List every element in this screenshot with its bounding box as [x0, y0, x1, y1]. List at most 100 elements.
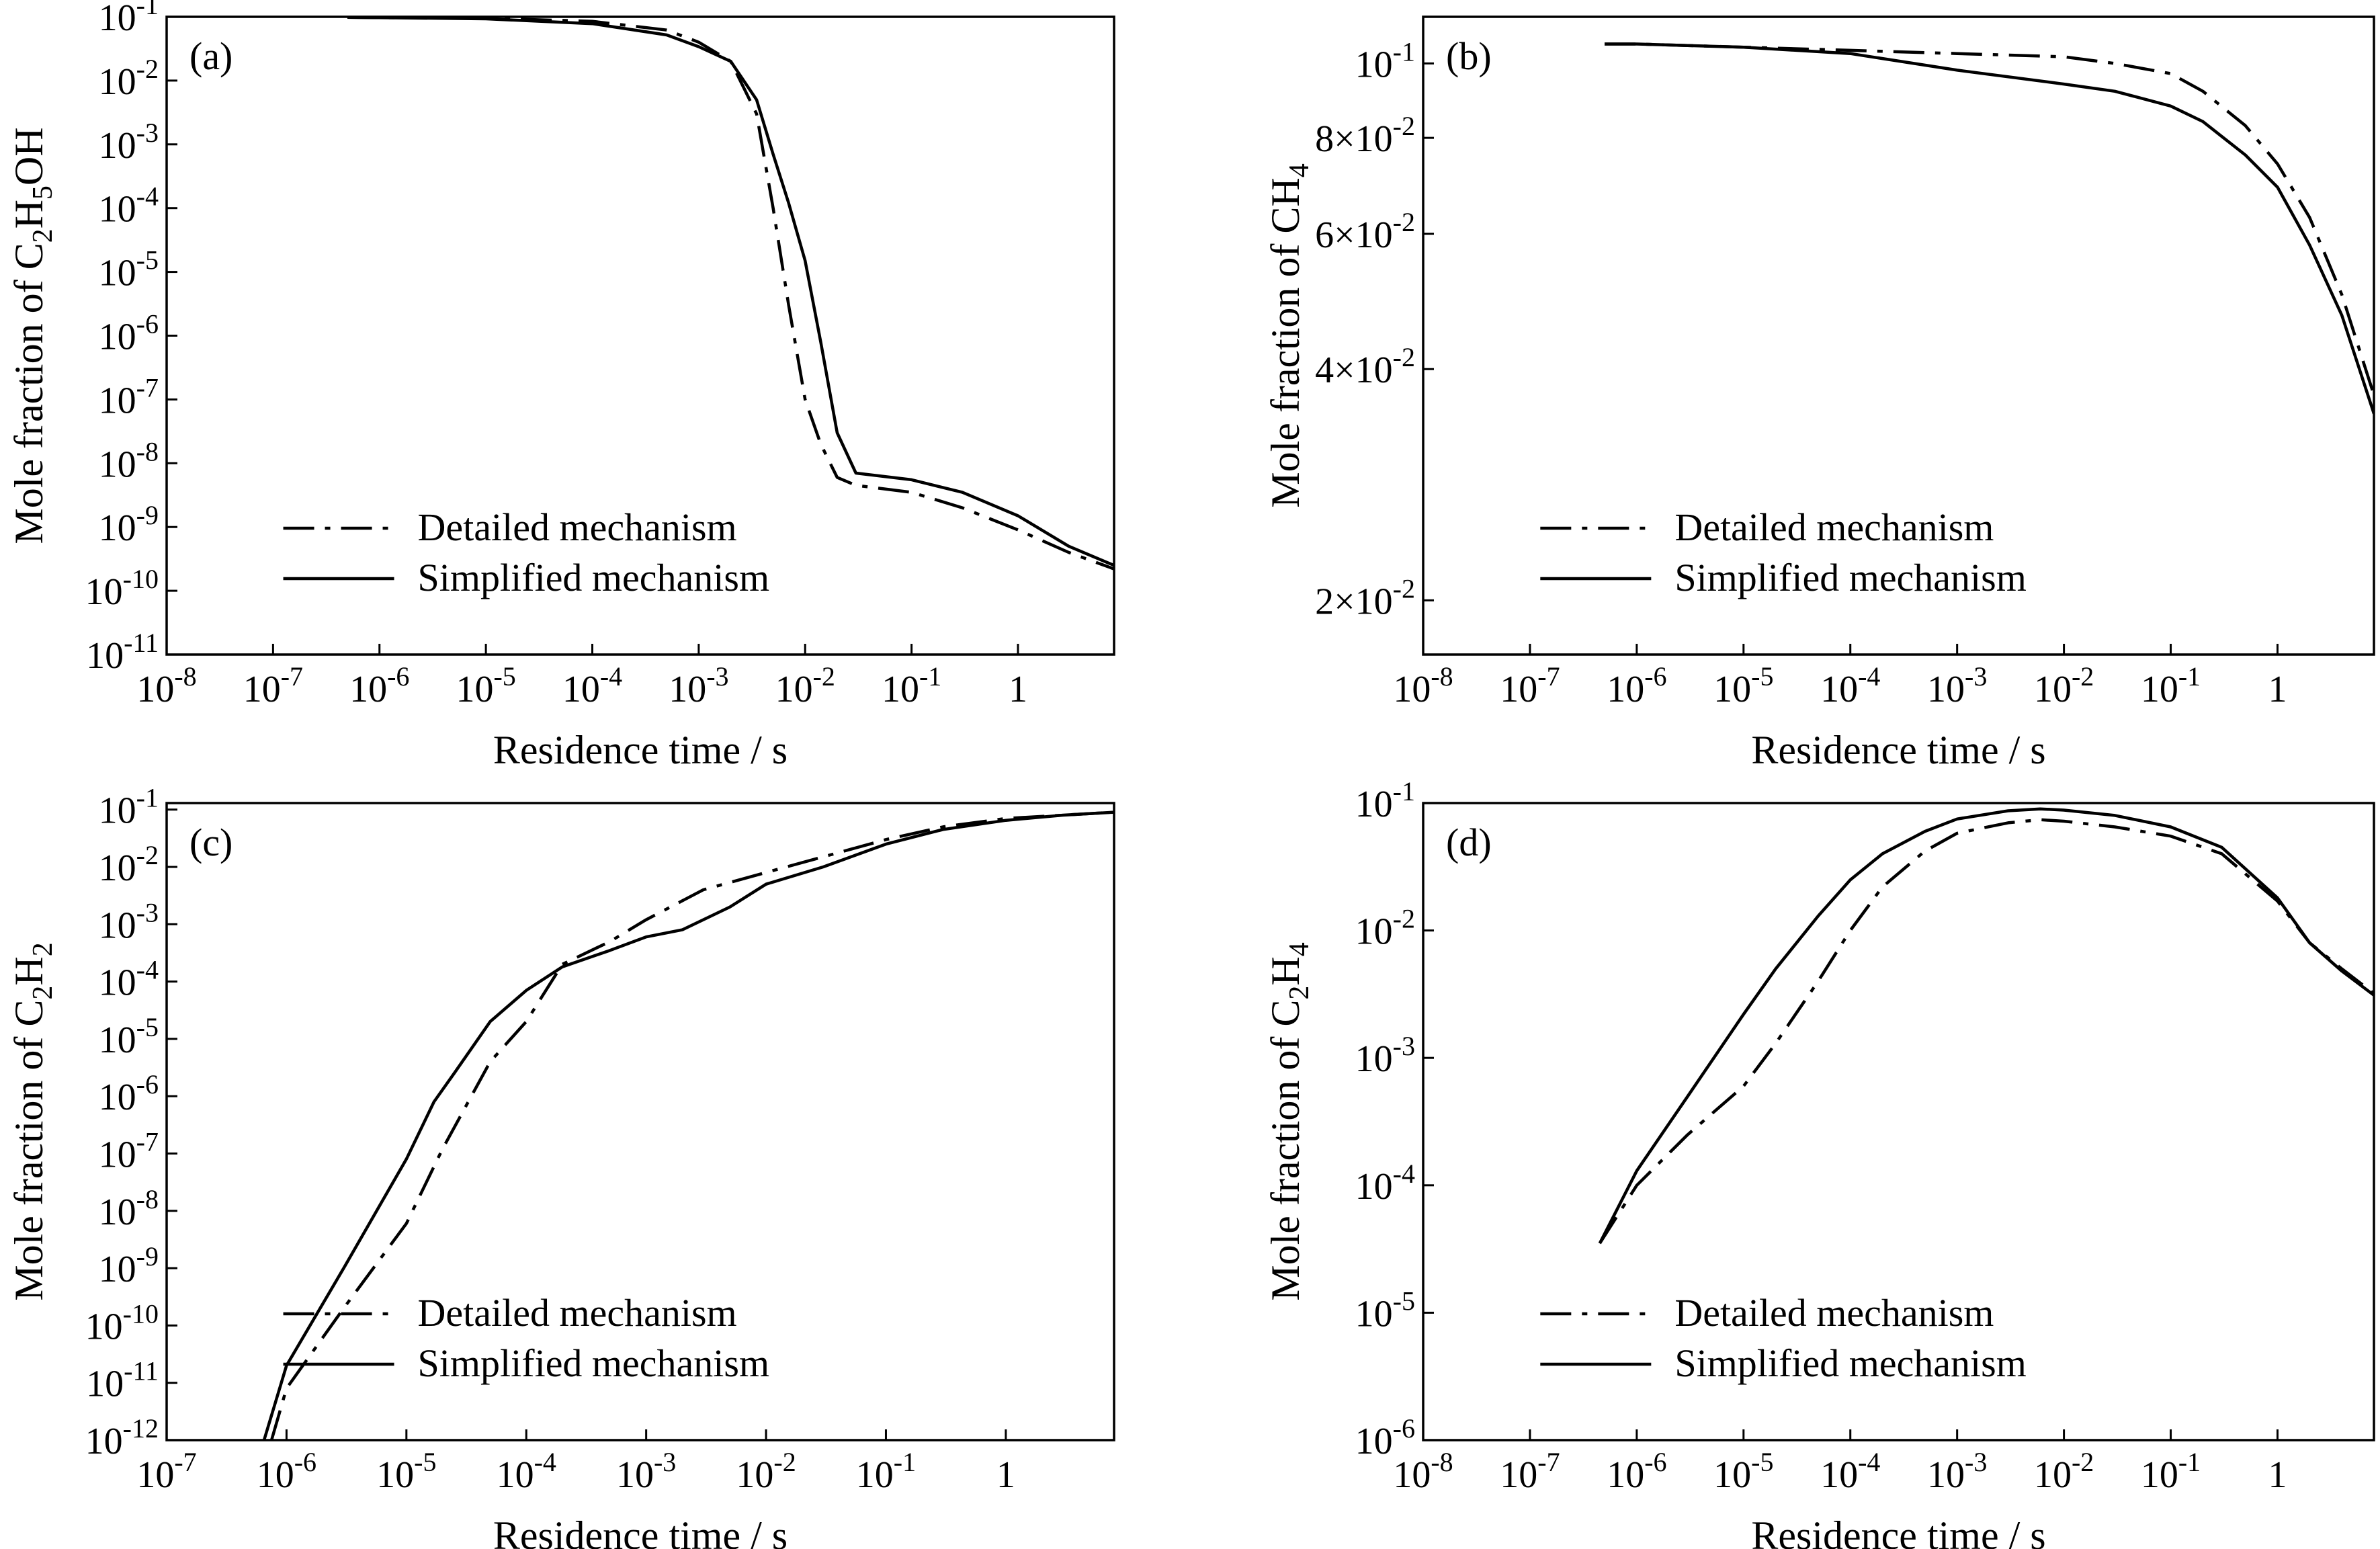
x-tick-label: 10-5	[376, 1447, 436, 1496]
y-tick-label: 10-8	[99, 1184, 159, 1233]
x-axis-label: Residence time / s	[1751, 728, 2045, 772]
series-line-detailed	[1598, 818, 2374, 1245]
x-tick-label: 10-2	[775, 661, 835, 710]
x-tick-label: 10-6	[349, 661, 409, 710]
series-line-detailed	[269, 810, 1114, 1440]
x-tick-label: 10-2	[2034, 1447, 2094, 1496]
x-tick-label: 1	[2268, 669, 2287, 710]
x-axis-label: Residence time / s	[1751, 1513, 2045, 1549]
x-tick-label: 10-3	[616, 1447, 676, 1496]
x-axis-label: Residence time / s	[493, 1513, 788, 1549]
x-tick-label: 10-2	[2034, 661, 2094, 710]
y-tick-label: 10-9	[99, 500, 159, 549]
y-tick-label: 10-2	[99, 840, 159, 889]
y-tick-label: 10-1	[99, 783, 159, 832]
series-line-simplified	[1598, 807, 2374, 1245]
y-tick-label: 8×10-2	[1315, 111, 1415, 160]
y-tick-label: 10-6	[99, 309, 159, 358]
x-tick-label: 10-7	[136, 1447, 196, 1496]
y-axis-label: Mole fraction of C2H2	[7, 942, 58, 1301]
x-tick-label: 1	[996, 1454, 1015, 1496]
x-tick-label: 10-1	[2141, 1447, 2201, 1496]
x-tick-label: 10-8	[1393, 1447, 1453, 1496]
x-tick-label: 10-1	[2141, 661, 2201, 710]
y-tick-label: 10-5	[99, 245, 159, 294]
x-tick-label: 10-5	[1713, 661, 1773, 710]
x-tick-label: 10-7	[243, 661, 303, 710]
x-tick-label: 10-8	[1393, 661, 1453, 710]
series-line-simplified	[1605, 42, 2374, 415]
plot-frame	[1422, 802, 2375, 1441]
x-tick-label: 10-7	[1500, 1447, 1560, 1496]
y-axis-label: Mole fraction of CH4	[1263, 163, 1315, 508]
x-tick-label: 10-4	[1820, 1447, 1880, 1496]
x-tick-label: 10-6	[1607, 1447, 1666, 1496]
x-tick-label: 10-4	[497, 1447, 556, 1496]
y-tick-label: 10-1	[1355, 36, 1415, 85]
y-tick-label: 10-6	[99, 1069, 159, 1118]
x-axis-label: Residence time / s	[493, 728, 788, 772]
x-tick-label: 10-3	[1927, 1447, 1987, 1496]
y-tick-label: 10-2	[1355, 904, 1415, 953]
y-tick-label: 10-11	[86, 1356, 159, 1405]
y-tick-label: 10-3	[99, 118, 159, 167]
y-tick-label: 10-10	[85, 1298, 159, 1347]
legend-entry: Detailed mechanism	[418, 1291, 737, 1335]
plot-frame	[165, 802, 1115, 1441]
chart-panel-4: 10-8 10-7 10-6 10-5 10-4 10-3 10-2 10-1 1 10-1 10-…	[1263, 776, 2375, 1549]
y-tick-label: 10-9	[99, 1241, 159, 1290]
legend-entry: Detailed mechanism	[418, 505, 737, 549]
chart-panel-2: 10-8 10-7 10-6 10-5 10-4 10-3 10-2 10-1 1 10-1 8×1…	[1263, 15, 2375, 772]
y-tick-label: 4×10-2	[1315, 342, 1415, 391]
legend-entry: Simplified mechanism	[1674, 556, 2027, 599]
y-tick-label: 10-10	[85, 564, 159, 613]
legend-entry: Detailed mechanism	[1674, 1291, 1994, 1335]
y-axis-label: Mole fraction of C2H4	[1263, 942, 1315, 1301]
plot-frame	[1422, 15, 2375, 656]
y-tick-label: 10-1	[1355, 776, 1415, 825]
x-tick-label: 10-8	[136, 661, 196, 710]
y-tick-label: 10-8	[99, 436, 159, 485]
y-tick-label: 10-7	[99, 372, 159, 421]
chart-panel-1: 10-8 10-7 10-6 10-5 10-4 10-3 10-2 10-1 110-110-…	[7, 0, 1115, 772]
x-tick-label: 10-7	[1500, 661, 1560, 710]
y-tick-label: 6×10-2	[1315, 207, 1415, 256]
legend-entry: Detailed mechanism	[1674, 505, 1994, 549]
x-tick-label: 10-4	[1820, 661, 1880, 710]
y-tick-label: 10-12	[85, 1413, 159, 1462]
series-line-simplified	[262, 810, 1114, 1440]
x-tick-label: 10-3	[669, 661, 728, 710]
y-tick-label: 2×10-2	[1315, 573, 1415, 622]
y-tick-label: 10-1	[99, 0, 159, 39]
x-tick-label: 10-1	[856, 1447, 916, 1496]
y-tick-label: 10-5	[1355, 1286, 1415, 1335]
x-tick-label: 10-6	[257, 1447, 316, 1496]
y-tick-label: 10-6	[1355, 1413, 1415, 1462]
y-tick-label: 10-4	[1355, 1159, 1415, 1208]
legend-entry: Simplified mechanism	[418, 556, 770, 599]
legend-entry: Simplified mechanism	[1674, 1341, 2027, 1385]
x-tick-label: 10-1	[882, 661, 941, 710]
panel-label: (b)	[1446, 34, 1492, 78]
x-tick-label: 1	[1009, 669, 1027, 710]
x-tick-label: 1	[2268, 1454, 2287, 1496]
series-line-simplified	[347, 17, 1114, 567]
chart-panel-3: 10-7 10-6 10-5 10-4 10-3 10-2 10-1 110-110-210-…	[7, 783, 1115, 1549]
panel-label: (d)	[1446, 821, 1492, 864]
x-tick-label: 10-5	[1713, 1447, 1773, 1496]
y-tick-label: 10-4	[99, 181, 159, 231]
y-axis-label: Mole fraction of C2H5OH	[7, 127, 58, 544]
panel-label: (a)	[189, 34, 232, 78]
y-tick-label: 10-11	[86, 628, 159, 677]
y-tick-label: 10-4	[99, 955, 159, 1004]
y-tick-label: 10-5	[99, 1012, 159, 1061]
x-tick-label: 10-3	[1927, 661, 1987, 710]
y-tick-label: 10-7	[99, 1127, 159, 1176]
y-tick-label: 10-3	[99, 897, 159, 946]
x-tick-label: 10-5	[456, 661, 515, 710]
x-tick-label: 10-6	[1607, 661, 1666, 710]
y-tick-label: 10-2	[99, 54, 159, 103]
x-tick-label: 10-4	[562, 661, 622, 710]
panel-label: (c)	[189, 821, 232, 864]
